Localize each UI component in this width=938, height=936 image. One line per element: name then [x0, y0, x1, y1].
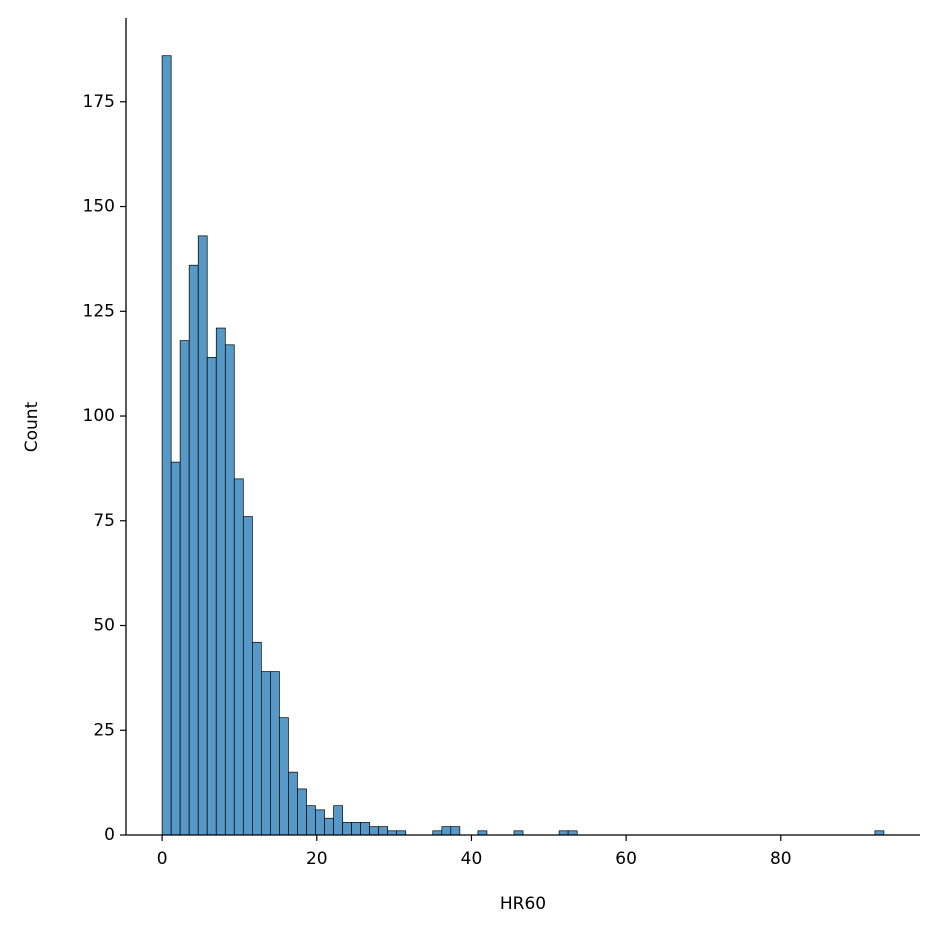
bar	[315, 809, 325, 836]
bar	[306, 805, 316, 836]
bar	[360, 822, 370, 836]
x-tick-label: 20	[306, 849, 328, 869]
y-tick-label: 0	[104, 825, 115, 845]
bar	[270, 671, 280, 836]
bar	[224, 344, 235, 836]
y-tick-label: 25	[93, 720, 115, 740]
bar	[233, 478, 244, 836]
bar	[441, 826, 452, 836]
bar	[170, 461, 181, 836]
bar	[260, 671, 271, 836]
y-axis-label: Count	[22, 401, 42, 452]
y-tick-label: 50	[93, 616, 115, 636]
x-tick-label: 0	[157, 849, 168, 869]
y-tick-label: 125	[83, 301, 115, 321]
bar	[351, 822, 361, 836]
bar	[206, 357, 217, 836]
bar	[297, 788, 307, 836]
y-tick-label: 100	[83, 406, 115, 426]
x-axis-label: HR60	[500, 894, 546, 914]
bar	[197, 235, 208, 836]
bar	[242, 516, 253, 836]
bar	[342, 822, 352, 836]
bar	[378, 826, 389, 836]
bar	[333, 805, 343, 836]
bar	[279, 717, 289, 836]
y-tick-label: 150	[83, 197, 115, 217]
y-tick-label: 75	[93, 511, 115, 531]
bar	[324, 817, 334, 836]
x-tick-label: 40	[461, 849, 483, 869]
x-tick-label: 80	[770, 849, 792, 869]
bar	[161, 55, 172, 836]
x-tick-label: 60	[615, 849, 637, 869]
y-tick-label: 175	[83, 92, 115, 112]
bar	[450, 826, 461, 836]
bar	[179, 340, 190, 836]
bar	[215, 327, 226, 836]
bar	[188, 264, 199, 836]
bar	[369, 826, 380, 836]
bar	[252, 641, 262, 836]
bar	[288, 771, 298, 836]
